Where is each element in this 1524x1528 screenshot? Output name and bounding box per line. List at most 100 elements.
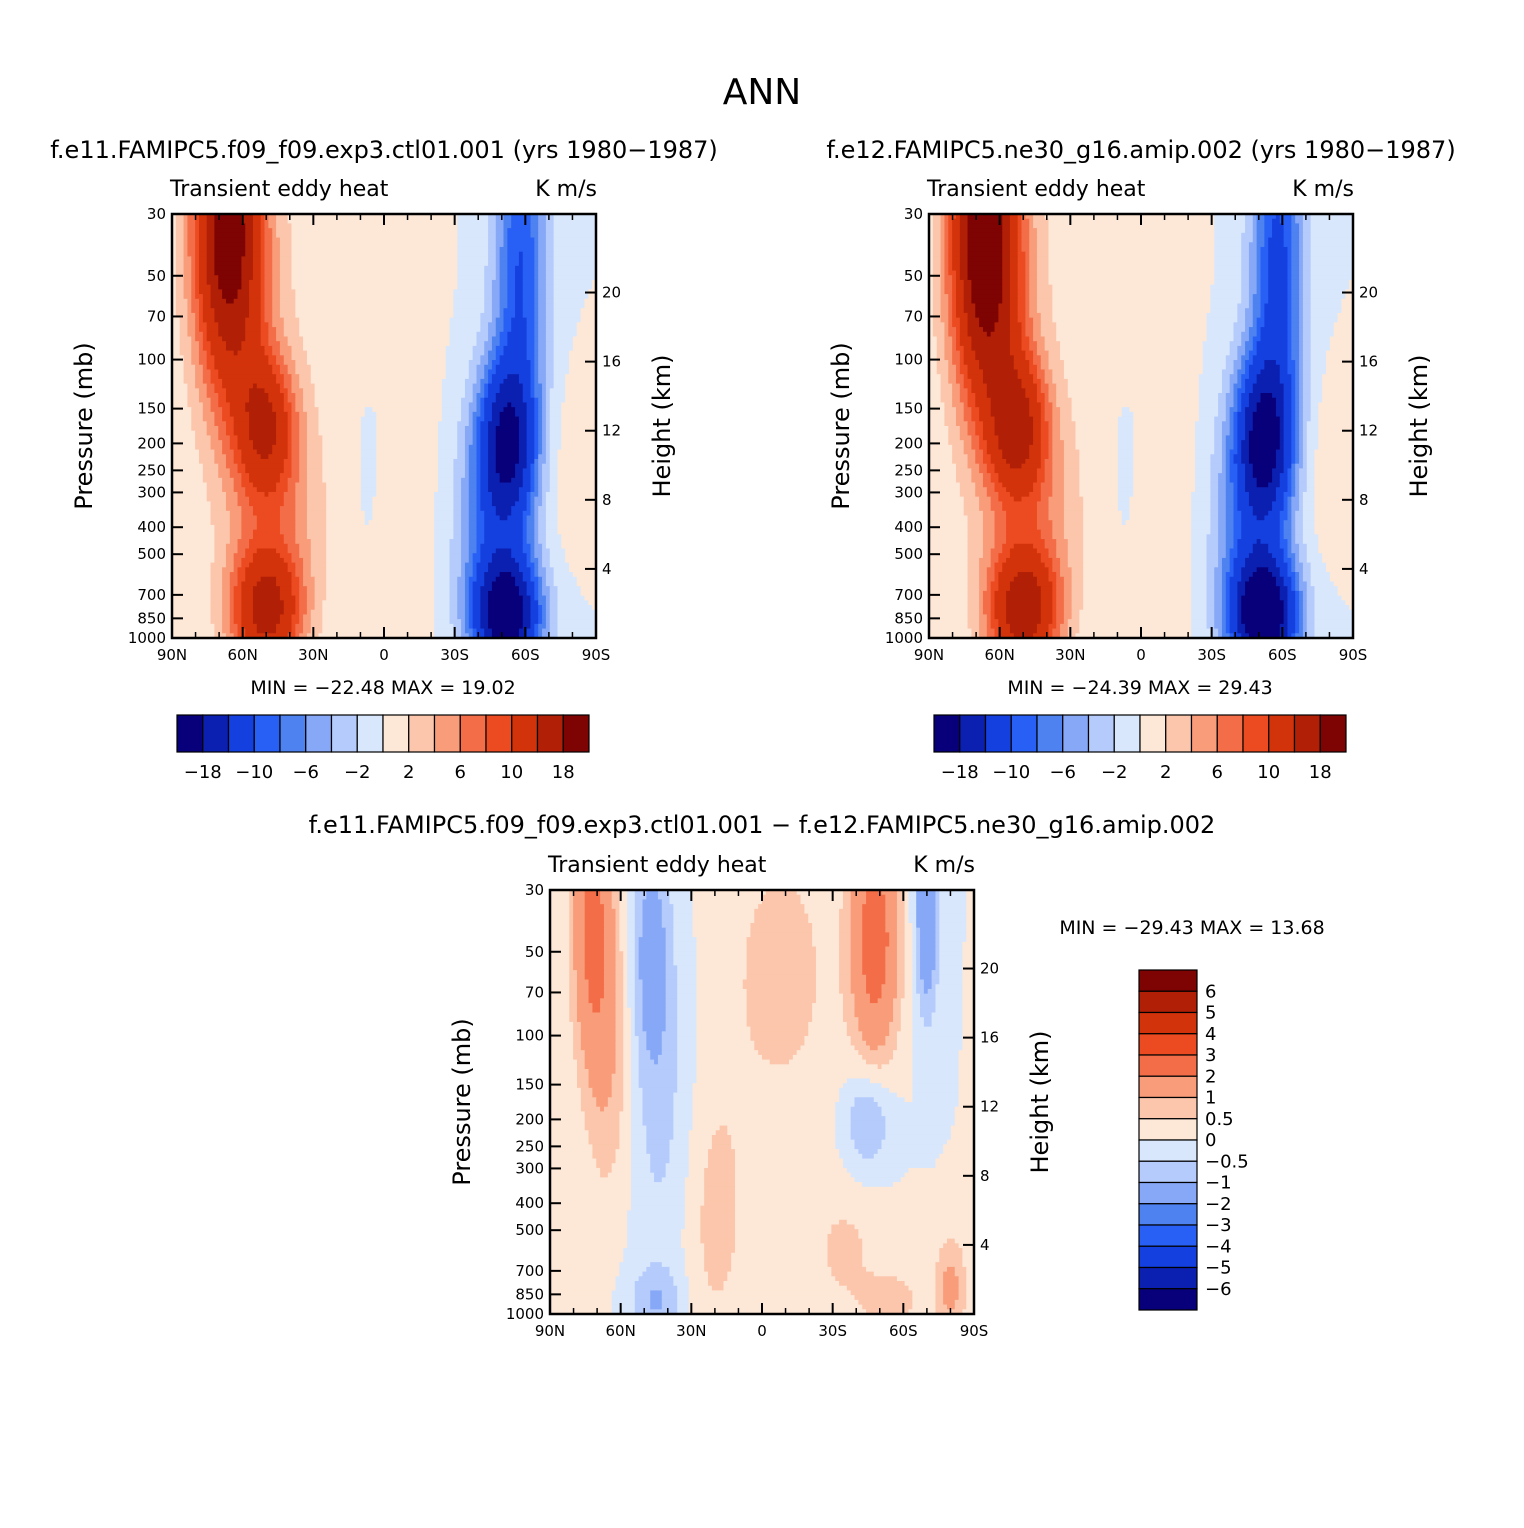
panel-1-field-cell [372,506,434,511]
panel-1-field-cell [172,544,215,549]
panel-2-field-cell [929,520,968,525]
panel-2-field-cell [975,355,1014,360]
panel-1-field-cell [318,426,361,431]
panel-2-field-cell [968,421,976,426]
panel-2-field-cell [1068,544,1084,549]
panel-2-field-cell [1037,511,1049,516]
panel-1-field-cell [184,289,192,294]
panel-1-field-cell [480,318,492,323]
x-tick-label: 60N [228,646,258,664]
panel-1-field-cell [265,252,273,257]
panel-1-field-cell [284,327,300,332]
panel-1-field-cell [211,586,223,591]
panel-1-field-cell [527,318,535,323]
panel-1-field-cell [503,322,511,327]
panel-2-field-cell [964,355,976,360]
panel-1-field-cell [477,407,481,412]
panel-2-field-cell [1253,417,1281,422]
panel-1-field-cell [523,610,531,615]
panel-2-field-cell [1303,369,1311,374]
panel-1-field-cell [473,412,481,417]
panel-2-field-cell [1033,355,1041,360]
panel-1-field-cell [496,233,504,238]
panel-2-field-cell [1237,468,1245,473]
panel-2-field-cell [1045,393,1049,398]
panel-1-field-cell [480,431,488,436]
panel-2-field-cell [1245,426,1253,431]
panel-1-field-cell [184,247,188,252]
panel-1-field-cell [199,266,207,271]
panel-1-field-cell [477,544,481,549]
panel-2-field-cell [1226,572,1234,577]
panel-1-field-cell [372,516,434,521]
panel-1-field-cell [234,431,250,436]
panel-2-field-cell [1303,346,1311,351]
panel-1-field-cell [326,572,435,577]
panel-1-field-cell [207,271,215,276]
panel-1-field-cell [195,294,203,299]
panel-2-field-cell [952,341,956,346]
panel-2-field-cell [1291,322,1299,327]
panel-2-field-cell [1222,445,1226,450]
panel-1-field-cell [218,431,226,436]
panel-1-field-cell [461,539,469,544]
panel-2-field-cell [1234,511,1242,516]
panel-1-field-cell [554,341,574,346]
panel-2-field-cell [1068,384,1200,389]
panel-1-field-cell [484,520,523,525]
panel-1-field-cell [211,572,223,577]
panel-1-field-cell [500,388,524,393]
panel-2-field-cell [1295,384,1299,389]
panel-1-field-cell [311,553,327,558]
panel-1-field-cell [461,619,465,624]
panel-1-field-cell [469,369,477,374]
panel-2-field-cell [1295,581,1299,586]
panel-2-field-cell [1045,341,1061,346]
panel-2-field-cell [1291,313,1299,318]
panel-2-field-cell [1226,619,1230,624]
panel-1-field-cell [245,553,253,558]
panel-2-field-cell [1295,539,1303,544]
panel-1-field-cell [276,355,284,360]
panel-1-field-cell [361,468,377,473]
panel-1-field-cell [477,534,485,539]
panel-2-field-cell [1214,610,1222,615]
panel-1-field-cell [542,426,546,431]
panel-1-field-cell [500,313,504,318]
panel-1-field-cell [280,614,292,619]
panel-2-field-cell [1029,247,1037,252]
panel-2-field-cell [1276,487,1288,492]
panel-2-field-cell [1191,506,1211,511]
panel-1-field-cell [238,464,246,469]
panel-2-field-cell [1276,360,1288,365]
panel-1-field-cell [484,581,492,586]
panel-2-field-cell [1234,454,1242,459]
panel-1-field-cell [523,624,531,629]
panel-1-field-cell [284,322,300,327]
panel-1-field-cell [288,417,292,422]
panel-1-field-cell [434,572,450,577]
panel-2-field-cell [983,327,995,332]
panel-2-field-cell [952,393,960,398]
panel-1-field-cell [469,407,477,412]
panel-2-field-cell [1064,614,1072,619]
panel-1-field-cell [534,294,538,299]
panel-1-field-cell [315,586,327,591]
panel-1-field-cell [245,487,257,492]
panel-1-field-cell [457,233,488,238]
panel-2-field-cell [1257,233,1265,238]
panel-2-field-cell [1237,445,1241,450]
panel-2-field-cell [995,544,1003,549]
panel-2-field-cell [1272,228,1284,233]
panel-2-field-cell [1249,289,1257,294]
panel-1-field-cell [222,629,230,634]
panel-1-field-cell [477,440,481,445]
panel-2-field-cell [1037,468,1045,473]
panel-2-field-cell [941,374,949,379]
panel-1-field-cell [261,304,265,309]
panel-2-field-cell [1291,459,1295,464]
panel-1-field-cell [538,275,546,280]
panel-2-field-cell [1064,586,1072,591]
panel-2-field-cell [1291,421,1295,426]
panel-1-field-cell [257,516,281,521]
